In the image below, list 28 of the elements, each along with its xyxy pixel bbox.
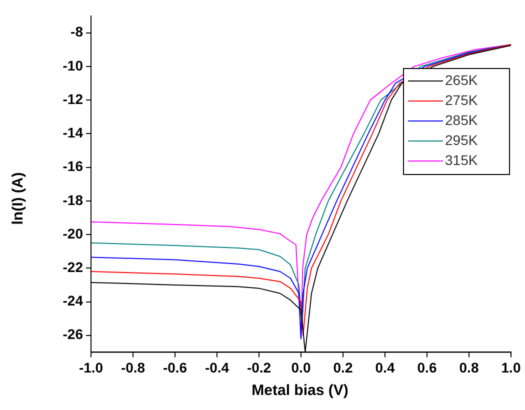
y-tick-label: -20 [62, 225, 84, 242]
legend-label: 275K [445, 92, 478, 108]
y-tick-label: -14 [62, 124, 84, 141]
y-tick-label: -24 [62, 292, 84, 309]
x-tick-label: 0.2 [333, 359, 353, 376]
y-tick-label: -10 [62, 57, 84, 74]
x-tick-label: -0.2 [246, 359, 272, 376]
legend-label: 315K [445, 152, 478, 168]
y-tick-label: -26 [62, 326, 84, 342]
legend-label: 285K [445, 112, 478, 128]
x-tick-label: 0.4 [375, 359, 395, 376]
x-tick-label: -0.6 [162, 359, 188, 376]
y-axis-title: ln(I) (A) [10, 171, 26, 227]
x-tick-label: 1.0 [501, 359, 521, 376]
x-tick-label: 0.0 [291, 359, 311, 376]
x-tick-label: 0.8 [459, 359, 479, 376]
y-tick-label: -12 [62, 90, 84, 107]
x-tick-label: 0.6 [417, 359, 437, 376]
y-tick-label: -8 [70, 24, 84, 40]
legend-label: 265K [445, 72, 478, 88]
x-tick-label: -0.8 [120, 359, 146, 376]
x-axis-title: Metal bias (V) [250, 382, 350, 399]
x-tick-label: -0.4 [204, 359, 230, 376]
y-tick-label: -16 [62, 158, 84, 174]
y-tick-label: -22 [62, 259, 84, 276]
legend-label: 295K [445, 132, 478, 148]
y-tick-label: -18 [62, 192, 84, 208]
x-tick-label: -1.0 [78, 359, 104, 376]
